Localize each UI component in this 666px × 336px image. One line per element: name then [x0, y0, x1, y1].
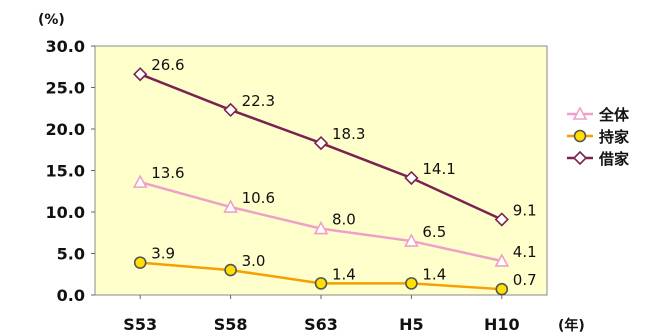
- x-tick-label: S53: [123, 315, 157, 334]
- data-label: 1.4: [332, 265, 356, 283]
- data-point: [133, 256, 147, 269]
- legend-label: 借家: [598, 150, 629, 168]
- data-label: 22.3: [242, 92, 275, 110]
- y-tick-label: 20.0: [46, 120, 85, 139]
- y-unit-label: (%): [38, 12, 65, 28]
- y-tick-label: 25.0: [46, 79, 85, 98]
- series-layer: [132, 67, 510, 296]
- data-label: 10.6: [242, 189, 275, 207]
- data-label: 1.4: [422, 265, 446, 283]
- legend-item: 持家: [567, 128, 629, 146]
- data-point: [404, 170, 419, 186]
- data-label: 0.7: [513, 271, 537, 289]
- data-point: [494, 212, 509, 227]
- y-tick-label: 0.0: [57, 286, 85, 305]
- data-label: 26.6: [151, 56, 184, 74]
- y-axis: 0.0 5.0 10.0 15.0 20.0 25.0 30.0: [46, 37, 95, 305]
- data-label: 8.0: [332, 211, 356, 229]
- legend-label: 持家: [599, 128, 629, 146]
- x-tick-label: S63: [304, 315, 338, 334]
- legend-marker: [573, 129, 587, 143]
- data-point: [404, 233, 419, 247]
- data-label: 4.1: [513, 243, 537, 261]
- data-label: 13.6: [151, 164, 184, 182]
- legend-label: 全体: [598, 106, 630, 124]
- data-label: 9.1: [513, 201, 537, 219]
- legend-marker: [572, 150, 588, 166]
- data-label: 3.0: [242, 252, 266, 270]
- data-point: [223, 199, 238, 213]
- data-point: [313, 220, 329, 235]
- data-point: [495, 282, 509, 296]
- series-2: [133, 67, 509, 227]
- data-point: [224, 263, 237, 277]
- data-point: [405, 277, 418, 290]
- data-point: [314, 277, 328, 290]
- x-tick-label: S58: [214, 315, 248, 334]
- y-tick-label: 30.0: [46, 37, 85, 56]
- data-point: [494, 253, 510, 267]
- series-0: [132, 174, 510, 267]
- data-labels: 13.6 10.6 8.0 6.5 4.1 3.9 3.0 1.4 1.4 0.7 26.6 22.3…: [151, 56, 536, 289]
- series-1: [133, 256, 509, 296]
- data-point: [132, 174, 148, 188]
- legend-item: 借家: [567, 150, 629, 168]
- data-label: 6.5: [422, 223, 446, 241]
- x-axis: S53 S58 S63 H5 H10: [123, 295, 520, 334]
- data-point: [133, 67, 148, 82]
- x-tick-label: H5: [399, 315, 424, 334]
- legend-marker: [572, 106, 588, 120]
- legend-item: 全体: [567, 106, 630, 124]
- data-label: 3.9: [151, 245, 175, 263]
- data-point: [313, 135, 329, 151]
- data-label: 14.1: [422, 160, 455, 178]
- data-label: 18.3: [332, 125, 365, 143]
- y-tick-label: 5.0: [57, 245, 85, 264]
- data-point: [223, 102, 238, 118]
- y-tick-label: 10.0: [46, 203, 85, 222]
- y-tick-label: 15.0: [46, 162, 85, 181]
- x-unit-label: (年): [558, 317, 585, 334]
- x-tick-label: H10: [484, 315, 520, 334]
